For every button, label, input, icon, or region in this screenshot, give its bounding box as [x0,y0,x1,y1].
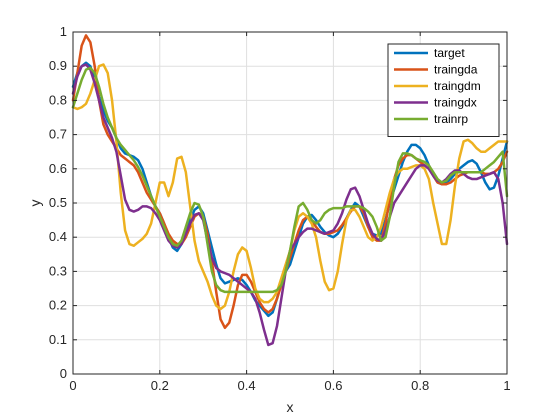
legend-label-trainrp: trainrp [434,112,468,126]
series-lines [71,34,509,347]
y-tick-label: 0.5 [49,195,67,210]
x-tick-label: 0.4 [238,378,256,393]
y-tick-label: 0.3 [49,263,67,278]
y-tick-label: 0.2 [49,298,67,313]
x-tick-label: 1 [503,378,510,393]
axis-ticks: 0 0.2 0.4 0.6 0.8 1 0 0.1 0.2 0.3 0.4 0.5 0.6 0.7 0.8 0… [49,24,511,393]
y-tick-label: 0.6 [49,161,67,176]
legend-box [387,43,500,137]
series-line-trainrp [71,66,509,294]
y-tick-label: 1 [60,24,67,39]
y-axis-label: y [27,200,43,207]
y-tick-label: 0.4 [49,229,67,244]
legend-label-traingdx: traingdx [434,96,477,110]
y-tick-label: 0.7 [49,127,67,142]
legend-label-traingdm: traingdm [434,79,481,93]
x-axis-label: x [287,399,294,415]
y-tick-label: 0.9 [49,58,67,73]
y-tick-label: 0 [60,366,67,381]
x-tick-label: 0 [69,378,76,393]
legend: target traingda traingdm traingdx trainrp [387,43,500,137]
x-tick-label: 0.6 [324,378,342,393]
x-tick-label: 0.2 [151,378,169,393]
y-tick-label: 0.8 [49,92,67,107]
legend-label-traingda: traingda [434,63,478,77]
x-tick-label: 0.8 [411,378,429,393]
legend-label-target: target [434,46,465,60]
y-tick-label: 0.1 [49,332,67,347]
